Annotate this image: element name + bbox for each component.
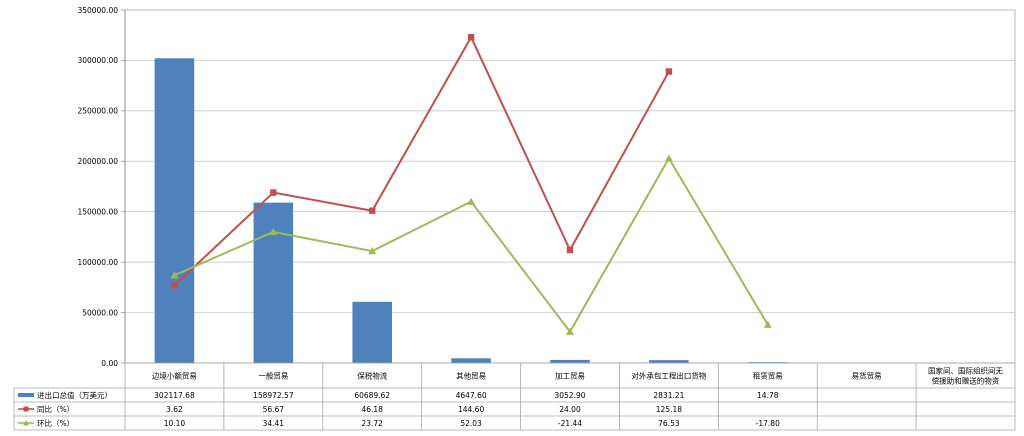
y-tick-label: 0.00 (101, 359, 118, 368)
category-label: 偿援助和赠送的物资 (932, 375, 1000, 385)
legend-key-bar (18, 393, 34, 397)
data-label: 3.62 (166, 405, 183, 414)
data-label: 14.78 (757, 391, 779, 400)
data-label: 3052.90 (554, 391, 585, 400)
bar (550, 359, 590, 363)
data-label: 56.67 (263, 405, 285, 414)
line-series (170, 34, 772, 335)
series-point (566, 246, 574, 254)
category-label: 国家间、国际组织间无 (928, 365, 1003, 375)
series-point (368, 247, 377, 255)
series-point (170, 271, 179, 279)
data-label: 125.18 (656, 405, 682, 414)
series-point (467, 34, 475, 41)
series-point (369, 207, 376, 214)
series-point (270, 189, 277, 196)
data-label: 76.53 (658, 419, 680, 428)
y-tick-label: 250000.00 (77, 107, 118, 116)
category-label: 一般贸易 (258, 370, 288, 380)
legend-key-marker (23, 420, 29, 426)
category-label: 易货贸易 (852, 370, 882, 380)
bar-series (154, 58, 788, 364)
legend-entry: 环比（%） (37, 418, 74, 428)
data-label: 4647.60 (456, 391, 487, 400)
data-label: 60689.62 (354, 391, 390, 400)
series-point (269, 227, 278, 236)
series-line (173, 35, 670, 287)
category-label: 对外承包工程出口货物 (631, 370, 706, 380)
series-point (763, 320, 772, 328)
data-label: 2831.21 (653, 391, 684, 400)
data-label: 144.60 (458, 405, 484, 414)
legend-entry: 进出口总值（万美元） (37, 390, 112, 400)
y-tick-label: 350000.00 (77, 6, 118, 15)
category-label: 保税物流 (357, 370, 387, 380)
series-point (566, 327, 574, 335)
y-tick-label: 150000.00 (77, 208, 118, 217)
data-table: 边境小额贸易 一般贸易 保税物流 其他贸易 加工贸易 对外承包工程出口货物 租赁贸易 易货贸易… (13, 362, 1016, 431)
data-label: 10.10 (164, 419, 186, 428)
series-point (664, 154, 673, 162)
category-label: 租赁贸易 (753, 370, 783, 380)
bar (253, 202, 294, 363)
y-tick-label: 200000.00 (77, 157, 118, 166)
data-label: 158972.57 (253, 391, 294, 400)
y-tick-label: 100000.00 (77, 258, 118, 267)
data-label: -17.80 (756, 419, 780, 428)
data-label: 23.72 (361, 419, 383, 428)
data-label: -21.44 (558, 419, 582, 428)
bar (451, 358, 491, 363)
data-label: 52.03 (460, 419, 482, 428)
legend-entry: 同比（%） (37, 404, 74, 414)
data-label: 24.00 (559, 405, 581, 414)
category-label: 加工贸易 (555, 370, 585, 380)
y-axis-ticks: 0.00 50000.00 100000.00 150000.00 200000.00 2… (77, 6, 118, 368)
data-label: 46.18 (361, 405, 383, 414)
y-tick-label: 300000.00 (77, 56, 118, 65)
bar (154, 58, 195, 364)
series-point (171, 282, 178, 289)
data-label: 302117.68 (154, 391, 195, 400)
legend-key-marker (23, 406, 29, 412)
data-label: 34.41 (263, 419, 285, 428)
series-point (467, 197, 476, 205)
y-tick-label: 50000.00 (82, 308, 118, 317)
bar (649, 360, 689, 363)
category-label: 其他贸易 (456, 370, 486, 380)
bar (352, 301, 392, 363)
category-label: 边境小额贸易 (152, 370, 197, 380)
series-point (665, 68, 673, 75)
